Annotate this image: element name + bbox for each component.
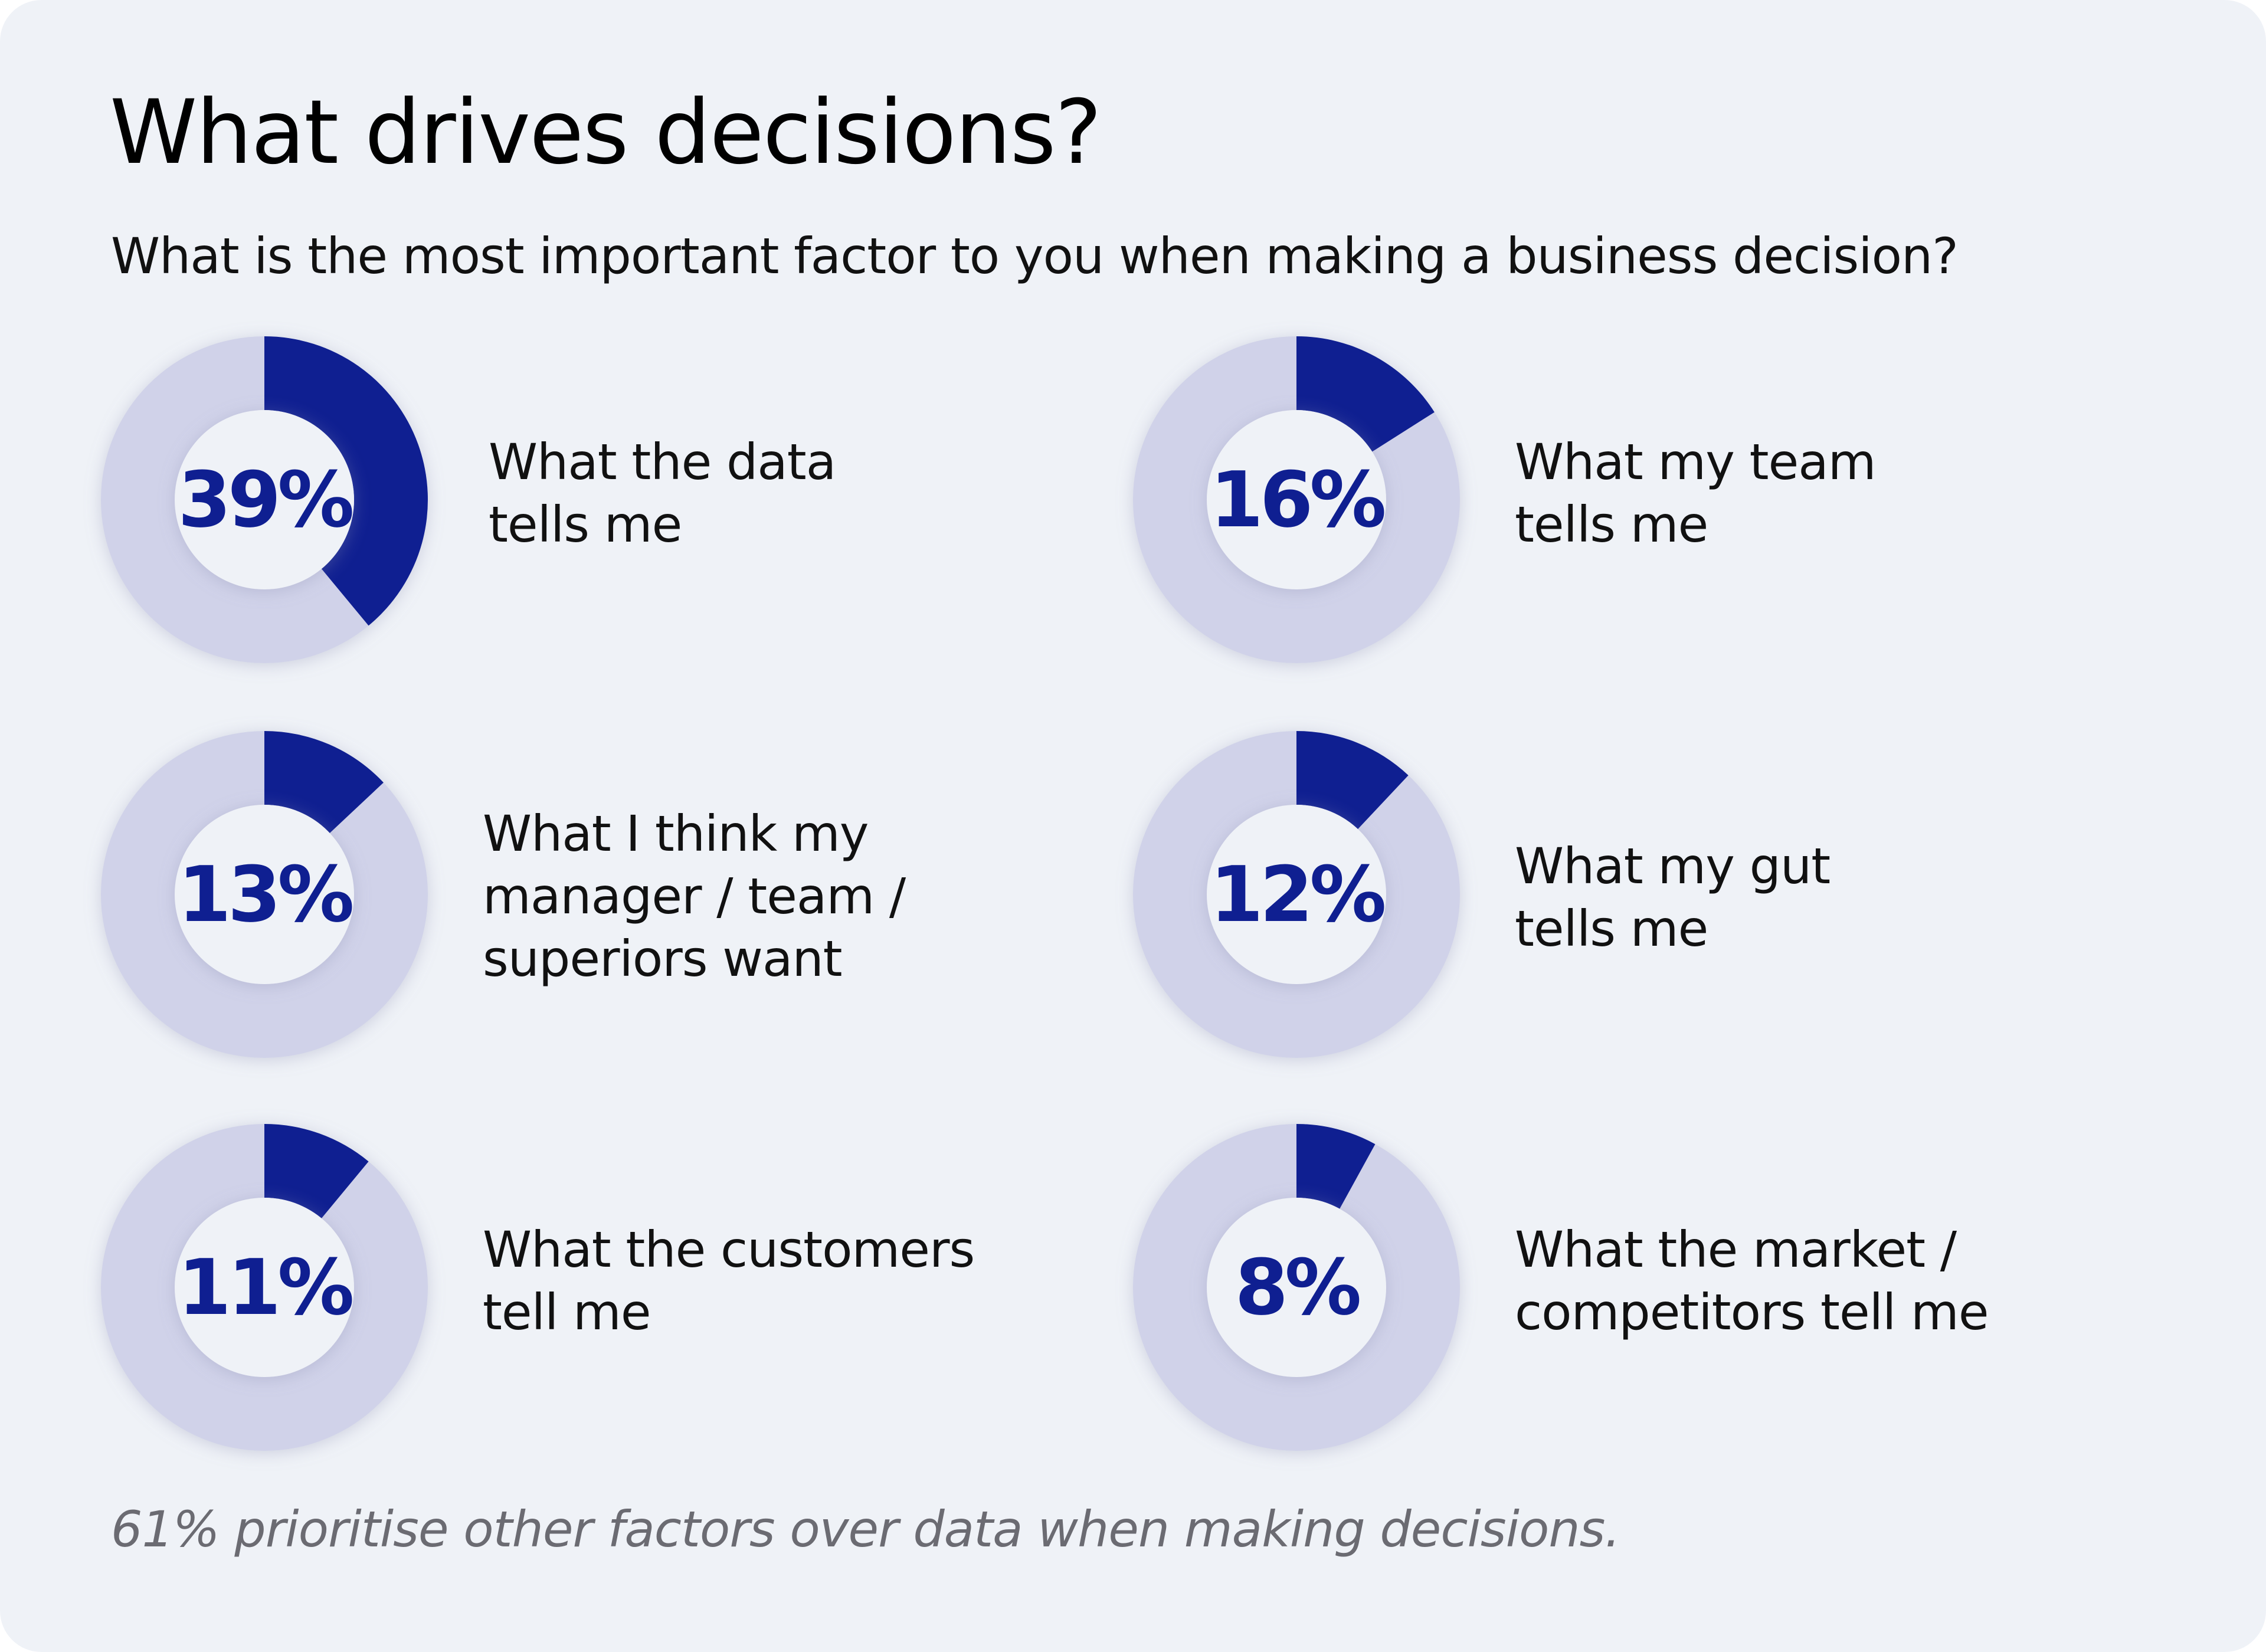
donut-segment [264,731,384,833]
donut-hole [175,410,354,589]
subtitle: What is the most important factor to you… [111,227,1959,285]
donut-chart: 12% [1131,729,1462,1060]
percent-label: 12% [1210,850,1386,939]
percent-label: 16% [1210,455,1386,545]
donut-chart: 16% [1131,335,1462,665]
donut-chart: 8% [1131,1122,1462,1453]
page-title: What drives decisions? [110,81,1102,184]
category-label: What my gut tells me [1515,837,1831,958]
donut-segment [264,336,428,626]
percent-label: 8% [1234,1243,1362,1332]
percent-label: 13% [178,850,354,939]
donut-chart: 11% [99,1122,430,1453]
donut-chart: 13% [99,729,430,1060]
category-label: What the market / competitors tell me [1515,1221,1989,1341]
footnote: 61% prioritise other factors over data w… [111,1500,1620,1558]
donut-hole [175,1198,354,1377]
category-label: What the data tells me [489,433,836,553]
category-label: What I think my manager / team / superio… [483,805,906,988]
donut-segment [264,1124,369,1218]
donut-segment [1296,336,1435,452]
donut-hole [1207,1198,1386,1377]
donut-hole [1207,410,1386,589]
donut-hole [175,805,354,984]
category-label: What the customers tell me [483,1221,975,1341]
percent-label: 39% [178,455,354,545]
donut-segment [1296,1124,1376,1209]
donut-hole [1207,805,1386,984]
donut-segment [1296,731,1409,830]
percent-label: 11% [178,1243,354,1332]
donut-chart: 39% [99,335,430,665]
category-label: What my team tells me [1515,433,1877,553]
